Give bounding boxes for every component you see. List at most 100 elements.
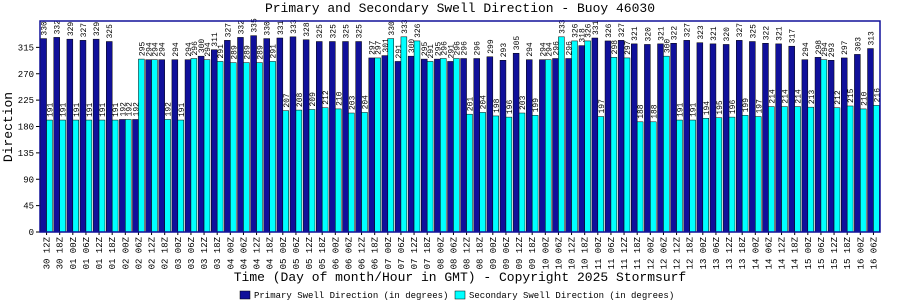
value-label: 294	[185, 42, 194, 57]
value-label: 297	[369, 40, 378, 55]
bar	[788, 45, 795, 233]
y-tick-label: 0	[29, 228, 34, 238]
bar	[190, 58, 198, 233]
bar	[604, 40, 612, 233]
x-tick-label: 02 00Z	[121, 236, 131, 269]
x-tick-label: 06 00Z	[331, 236, 341, 269]
value-label: 191	[99, 102, 108, 117]
bar	[40, 38, 47, 233]
value-label: 204	[362, 95, 371, 110]
bar	[269, 61, 276, 233]
bar	[224, 40, 231, 233]
y-tick-label: 90	[23, 175, 34, 185]
value-label: 318	[579, 28, 588, 43]
bar	[617, 40, 625, 233]
x-tick-label: 03 18Z	[213, 236, 223, 269]
legend-swatch	[239, 290, 251, 300]
x-tick-label: 04 00Z	[226, 236, 236, 269]
bar	[801, 59, 809, 233]
value-label: 195	[716, 100, 725, 115]
x-tick-label: 04 12Z	[253, 236, 263, 269]
value-label: 326	[414, 23, 423, 38]
bar	[558, 36, 565, 233]
bar	[807, 106, 814, 233]
x-tick-label: 09 06Z	[502, 236, 512, 269]
value-label: 322	[671, 26, 680, 41]
x-tick-label: 07 18Z	[423, 236, 433, 269]
x-tick-label: 16 06Z	[869, 236, 879, 269]
bar	[453, 58, 460, 233]
bar	[440, 58, 447, 233]
x-tick-label: 08 00Z	[436, 236, 446, 269]
value-label: 196	[506, 100, 515, 115]
bar	[289, 36, 297, 233]
value-label: 196	[729, 100, 738, 115]
chart-title: Primary and Secondary Swell Direction - …	[265, 1, 655, 16]
value-label: 188	[637, 104, 646, 119]
bar	[302, 39, 310, 233]
bar	[623, 57, 631, 233]
value-label: 294	[802, 42, 811, 57]
value-label: 216	[873, 88, 882, 103]
bar	[66, 38, 74, 233]
value-label: 203	[348, 95, 357, 110]
value-label: 333	[401, 19, 410, 34]
value-label: 291	[270, 44, 279, 59]
bar	[85, 119, 93, 233]
x-tick-label: 10 12Z	[568, 236, 578, 269]
x-tick-label: 01 18Z	[108, 236, 118, 269]
value-label: 326	[572, 23, 581, 38]
bar	[479, 112, 486, 233]
value-label: 297	[375, 40, 384, 55]
legend-label: Secondary Swell Direction (in degrees)	[469, 291, 674, 300]
bar	[578, 45, 585, 233]
bar	[321, 107, 329, 233]
bar	[539, 59, 546, 233]
bar	[873, 105, 880, 233]
value-label: 321	[710, 26, 719, 41]
bar	[827, 60, 835, 233]
x-tick-label: 03 06Z	[187, 236, 197, 269]
value-label: 327	[736, 23, 745, 38]
bar	[636, 121, 644, 233]
value-label: 332	[54, 20, 63, 35]
x-tick-label: 11 18Z	[633, 236, 643, 269]
value-label: 305	[513, 36, 522, 51]
x-tick-label: 06 06Z	[344, 236, 354, 269]
x-tick-label: 12 06Z	[659, 236, 669, 269]
bar	[526, 59, 533, 233]
bar	[151, 59, 158, 233]
x-tick-label: 11 00Z	[594, 236, 604, 269]
bar	[794, 106, 801, 233]
value-label: 313	[867, 31, 876, 46]
bar	[610, 57, 618, 233]
x-tick-label: 16 00Z	[856, 236, 866, 269]
y-tick-label: 135	[18, 149, 34, 159]
x-tick-label: 15 06Z	[817, 236, 827, 269]
value-label: 296	[461, 41, 470, 56]
value-label: 327	[684, 23, 693, 38]
value-label: 330	[388, 21, 397, 36]
value-label: 325	[342, 24, 351, 39]
x-tick-label: 11 12Z	[620, 236, 630, 269]
x-tick-label: 02 18Z	[161, 236, 171, 269]
bar	[492, 115, 499, 233]
bar	[164, 119, 171, 233]
bar	[591, 37, 599, 233]
x-axis-title: Time (Day of month/Hour in GMT) - Copyri…	[234, 270, 686, 285]
x-tick-label: 13 12Z	[725, 236, 735, 269]
value-label: 296	[440, 41, 449, 56]
x-tick-label: 01 00Z	[69, 236, 79, 269]
value-label: 194	[703, 101, 712, 116]
bar	[663, 55, 670, 233]
value-label: 291	[427, 44, 436, 59]
bar	[552, 58, 559, 233]
value-label: 191	[677, 102, 686, 117]
bar	[335, 108, 342, 233]
value-label: 317	[789, 29, 798, 44]
bar	[762, 43, 769, 233]
bar	[722, 44, 730, 233]
value-label: 301	[382, 38, 391, 53]
x-tick-label: 13 06Z	[712, 236, 722, 269]
value-label: 327	[224, 23, 233, 38]
